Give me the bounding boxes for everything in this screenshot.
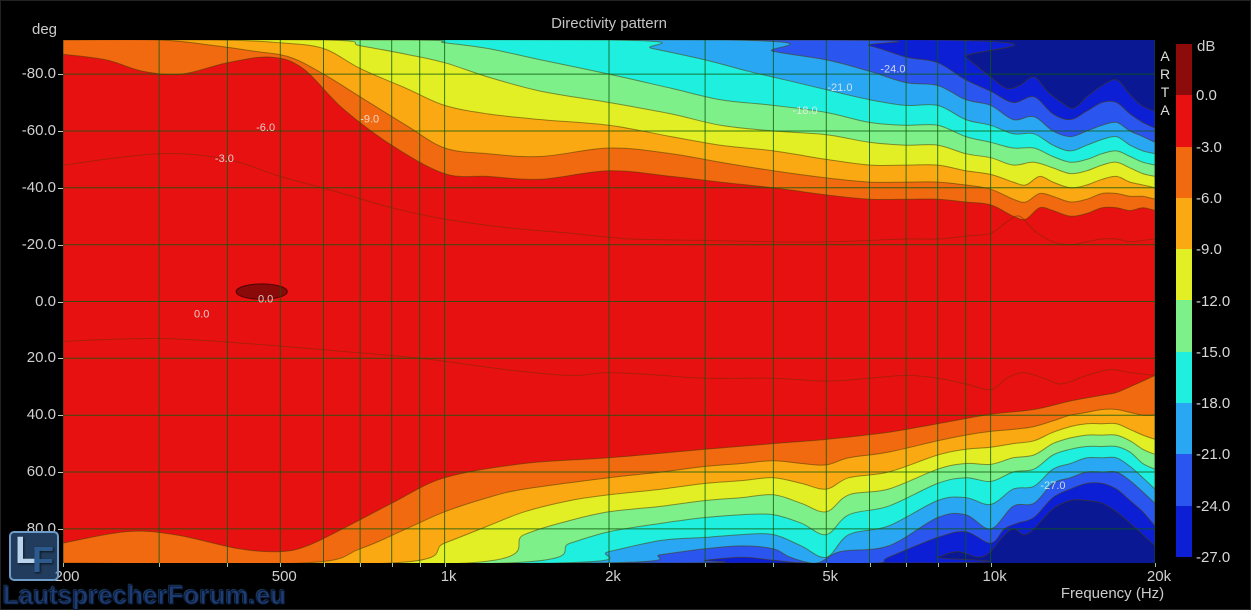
x-tick-mark-7000 xyxy=(906,563,908,567)
inner-contour-line-0.0 xyxy=(62,337,1156,391)
colorbar-label--21.0: -21.0 xyxy=(1196,446,1231,464)
contour-label--18.0: -18.0 xyxy=(793,105,818,117)
arta-letter-1: R xyxy=(1159,66,1171,82)
x-tick-mark-10000 xyxy=(990,563,992,567)
contour-label--3.0: -3.0 xyxy=(215,153,234,165)
colorbar-segment-3 xyxy=(1176,197,1192,250)
x-tick-label-200: 200 xyxy=(54,568,80,585)
y-tick-mark--60 xyxy=(58,130,63,132)
colorbar-label--9.0: -9.0 xyxy=(1196,241,1222,259)
x-tick-mark-1000 xyxy=(444,563,446,567)
y-tick-mark-0 xyxy=(58,301,63,303)
watermark-site-text: LautsprecherForum.eu xyxy=(2,580,287,610)
x-tick-label-20k: 20k xyxy=(1146,568,1172,585)
x-tick-mark-4000 xyxy=(773,563,775,567)
watermark-logo-letter-l: L xyxy=(15,530,39,572)
y-tick-mark-40 xyxy=(58,415,63,417)
colorbar-label--27.0: -27.0 xyxy=(1196,549,1231,566)
colorbar-label--6.0: -6.0 xyxy=(1196,189,1222,207)
y-tick-label-40: 40.0 xyxy=(26,406,56,424)
contour-label--27.0: -27.0 xyxy=(1040,480,1065,492)
y-tick-label--80: -80.0 xyxy=(21,65,56,83)
y-tick-mark--80 xyxy=(58,74,63,76)
y-tick-label-0: 0.0 xyxy=(35,292,56,310)
y-axis-unit-label: deg xyxy=(32,21,58,38)
y-tick-mark-60 xyxy=(58,472,63,474)
y-tick-mark-20 xyxy=(58,358,63,360)
y-tick-label--20: -20.0 xyxy=(21,235,56,253)
x-tick-mark-300 xyxy=(159,563,161,567)
contour-plot-area: -6.0 -3.0 -9.0 0.0 0.0 -18.0 -21.0 -24.0 -27.0 xyxy=(62,38,1156,566)
x-tick-mark-2000 xyxy=(609,563,610,567)
x-tick-label-500: 500 xyxy=(271,568,297,585)
colorbar-segment-8 xyxy=(1176,454,1192,506)
colorbar-label-0.0: 0.0 xyxy=(1196,87,1217,105)
colorbar xyxy=(1176,44,1192,557)
colorbar-segment-4 xyxy=(1176,249,1192,301)
x-tick-mark-20000 xyxy=(1155,563,1156,567)
contour-label-0.0: 0.0 xyxy=(194,308,209,320)
x-tick-mark-200 xyxy=(63,563,64,567)
x-tick-mark-700 xyxy=(360,563,362,567)
x-tick-mark-600 xyxy=(323,563,325,567)
x-tick-mark-3000 xyxy=(705,563,707,567)
arta-letter-3: A xyxy=(1160,102,1170,118)
x-tick-mark-500 xyxy=(280,563,282,567)
x-tick-mark-6000 xyxy=(869,563,871,567)
arta-letter-2: T xyxy=(1160,84,1170,100)
colorbar-label--24.0: -24.0 xyxy=(1196,497,1231,515)
contour-label--21.0: -21.0 xyxy=(827,82,852,94)
x-tick-label-1k: 1k xyxy=(440,568,457,585)
colorbar-label--3.0: -3.0 xyxy=(1196,138,1222,156)
colorbar-segment-1 xyxy=(1176,95,1192,147)
colorbar-label--15.0: -15.0 xyxy=(1196,343,1231,361)
watermark-logo: L F xyxy=(9,530,59,581)
colorbar-segment-5 xyxy=(1176,300,1192,352)
contour-label--24.0: -24.0 xyxy=(880,64,905,76)
contour-label--9.0: -9.0 xyxy=(360,113,379,125)
x-tick-mark-5000 xyxy=(826,563,828,567)
y-tick-label--60: -60.0 xyxy=(21,121,56,139)
colorbar-unit-label: dB xyxy=(1197,38,1216,55)
contour-label--6.0: -6.0 xyxy=(256,122,275,134)
colorbar-label--12.0: -12.0 xyxy=(1196,292,1231,310)
y-tick-mark-80 xyxy=(58,528,63,530)
y-tick-label--40: -40.0 xyxy=(21,178,56,196)
y-tick-label-20: 20.0 xyxy=(26,349,56,367)
x-tick-label-5k: 5k xyxy=(822,568,839,585)
x-tick-mark-900 xyxy=(419,563,421,567)
x-tick-label-2k: 2k xyxy=(605,568,621,585)
x-tick-mark-400 xyxy=(227,563,229,567)
x-tick-mark-9000 xyxy=(965,563,967,567)
contour-label-0.0: 0.0 xyxy=(258,294,273,306)
peak-blob xyxy=(235,283,288,300)
colorbar-segment-7 xyxy=(1176,403,1192,455)
x-tick-label-10k: 10k xyxy=(982,568,1007,585)
colorbar-segment-9 xyxy=(1176,505,1192,557)
y-tick-mark--40 xyxy=(58,187,63,189)
colorbar-segment-6 xyxy=(1176,351,1192,404)
x-axis-title: Frequency (Hz) xyxy=(1060,585,1165,602)
arta-letter-0: A xyxy=(1160,48,1170,64)
colorbar-label--18.0: -18.0 xyxy=(1196,395,1231,413)
colorbar-segment-2 xyxy=(1176,146,1192,198)
colorbar-segment-0 xyxy=(1176,44,1192,96)
chart-title: Directivity pattern xyxy=(551,15,667,32)
watermark-logo-letter-f: F xyxy=(32,539,54,580)
x-tick-mark-8000 xyxy=(937,563,939,567)
y-tick-label-60: 60.0 xyxy=(26,463,56,481)
y-tick-mark--20 xyxy=(58,244,63,246)
x-tick-mark-800 xyxy=(391,563,393,567)
directivity-contour-svg: -6.0 -3.0 -9.0 0.0 0.0 -18.0 -21.0 -24.0 -27.0 xyxy=(62,38,1156,566)
